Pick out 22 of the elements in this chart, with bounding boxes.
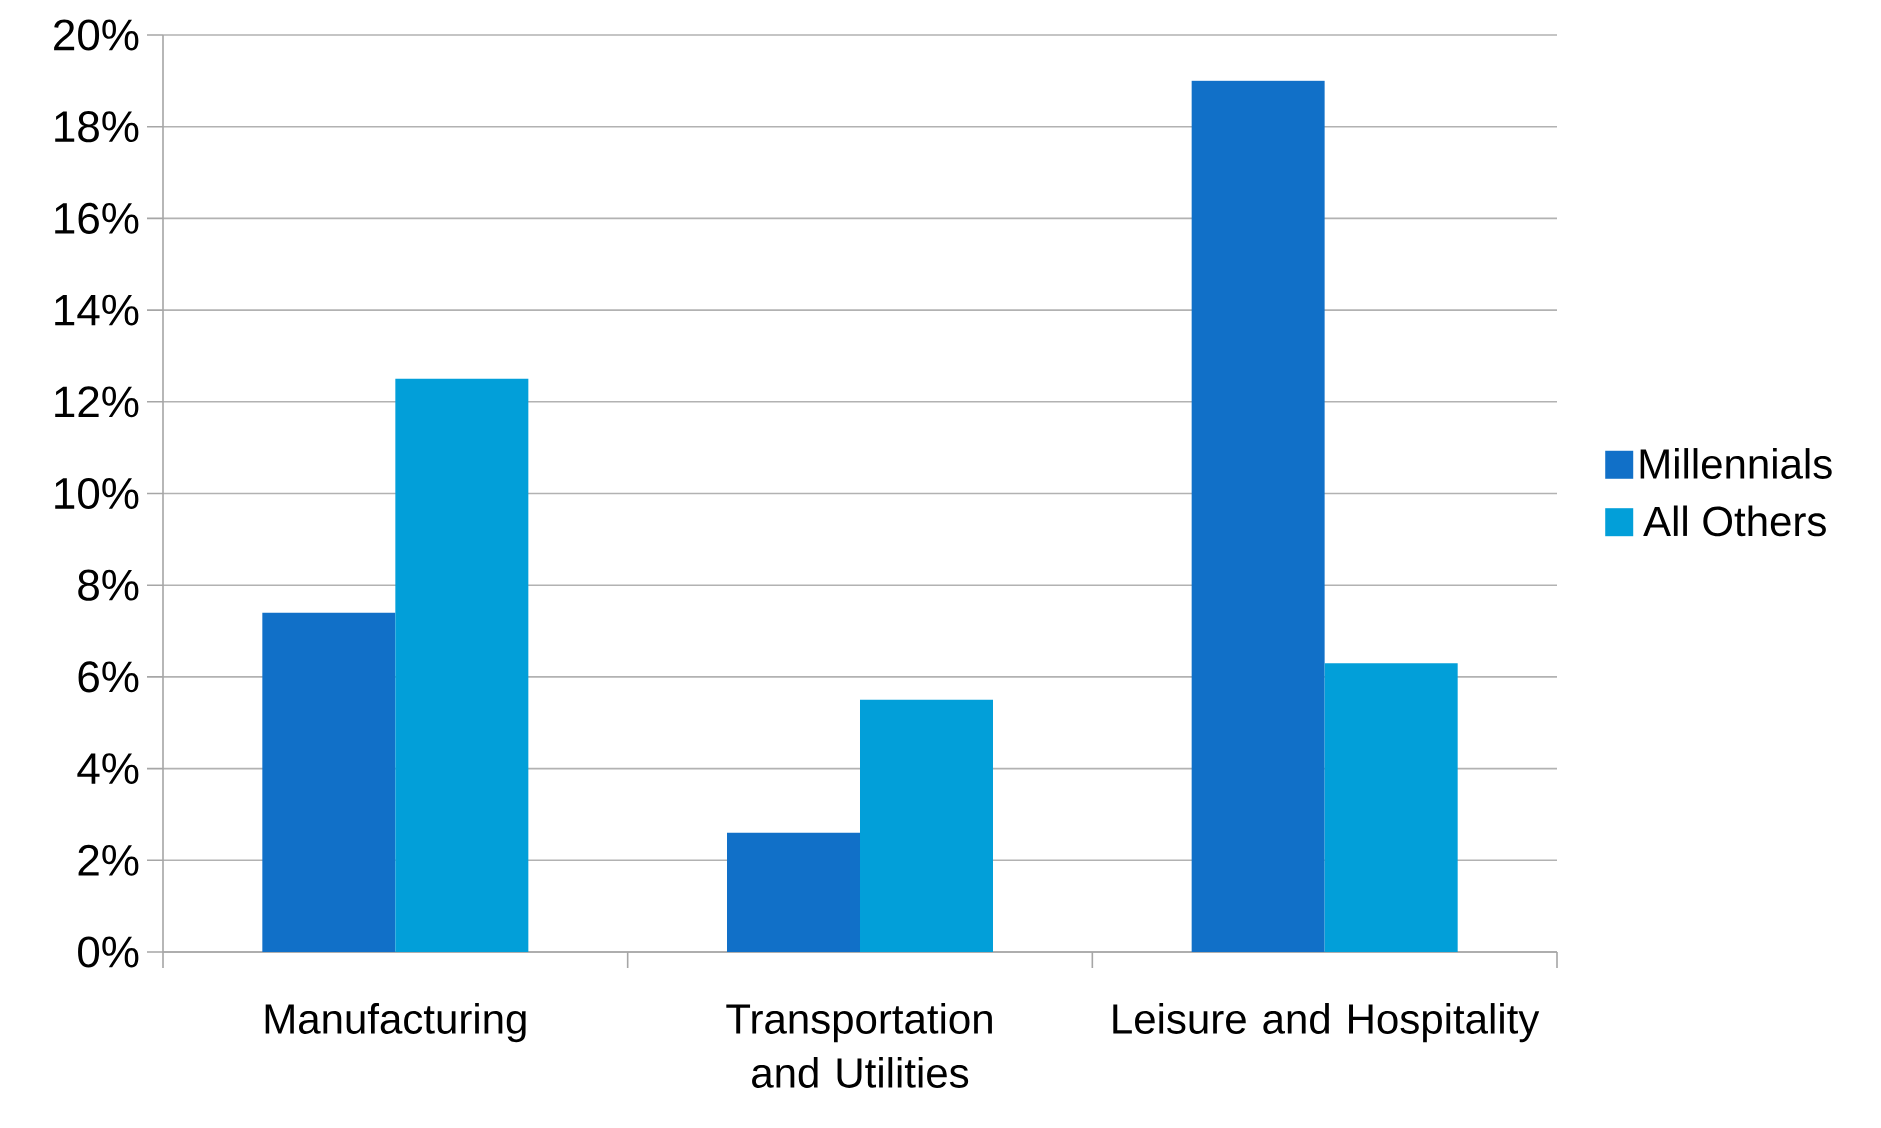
bar: [860, 699, 993, 952]
bar: [262, 612, 396, 952]
legend-label: All Others: [1643, 505, 1826, 537]
bar: [1324, 663, 1458, 952]
y-tick-label: 0%: [78, 936, 139, 968]
y-tick-label: 8%: [78, 569, 139, 601]
y-tick-label: 2%: [78, 844, 139, 876]
y-tick-label: 12%: [55, 386, 139, 418]
x-tick-label: Transportation and Utilities: [726, 1003, 992, 1088]
bar: [727, 832, 860, 952]
x-tick-label: Leisure and Hospitality: [1113, 1003, 1540, 1043]
y-tick-label: 4%: [77, 753, 139, 784]
y-tick-label: 6%: [78, 661, 139, 693]
y-tick-label: 10%: [55, 477, 139, 510]
y-tick-label: 18%: [55, 111, 139, 143]
bar: [1191, 80, 1325, 952]
legend-label: Millennials: [1640, 448, 1832, 479]
x-tick-label: Manufacturing: [265, 1003, 526, 1043]
y-tick-label: 16%: [55, 202, 139, 234]
y-tick-label: 20%: [54, 19, 139, 51]
bar: [395, 378, 529, 952]
y-tick-label: 14%: [55, 294, 139, 326]
